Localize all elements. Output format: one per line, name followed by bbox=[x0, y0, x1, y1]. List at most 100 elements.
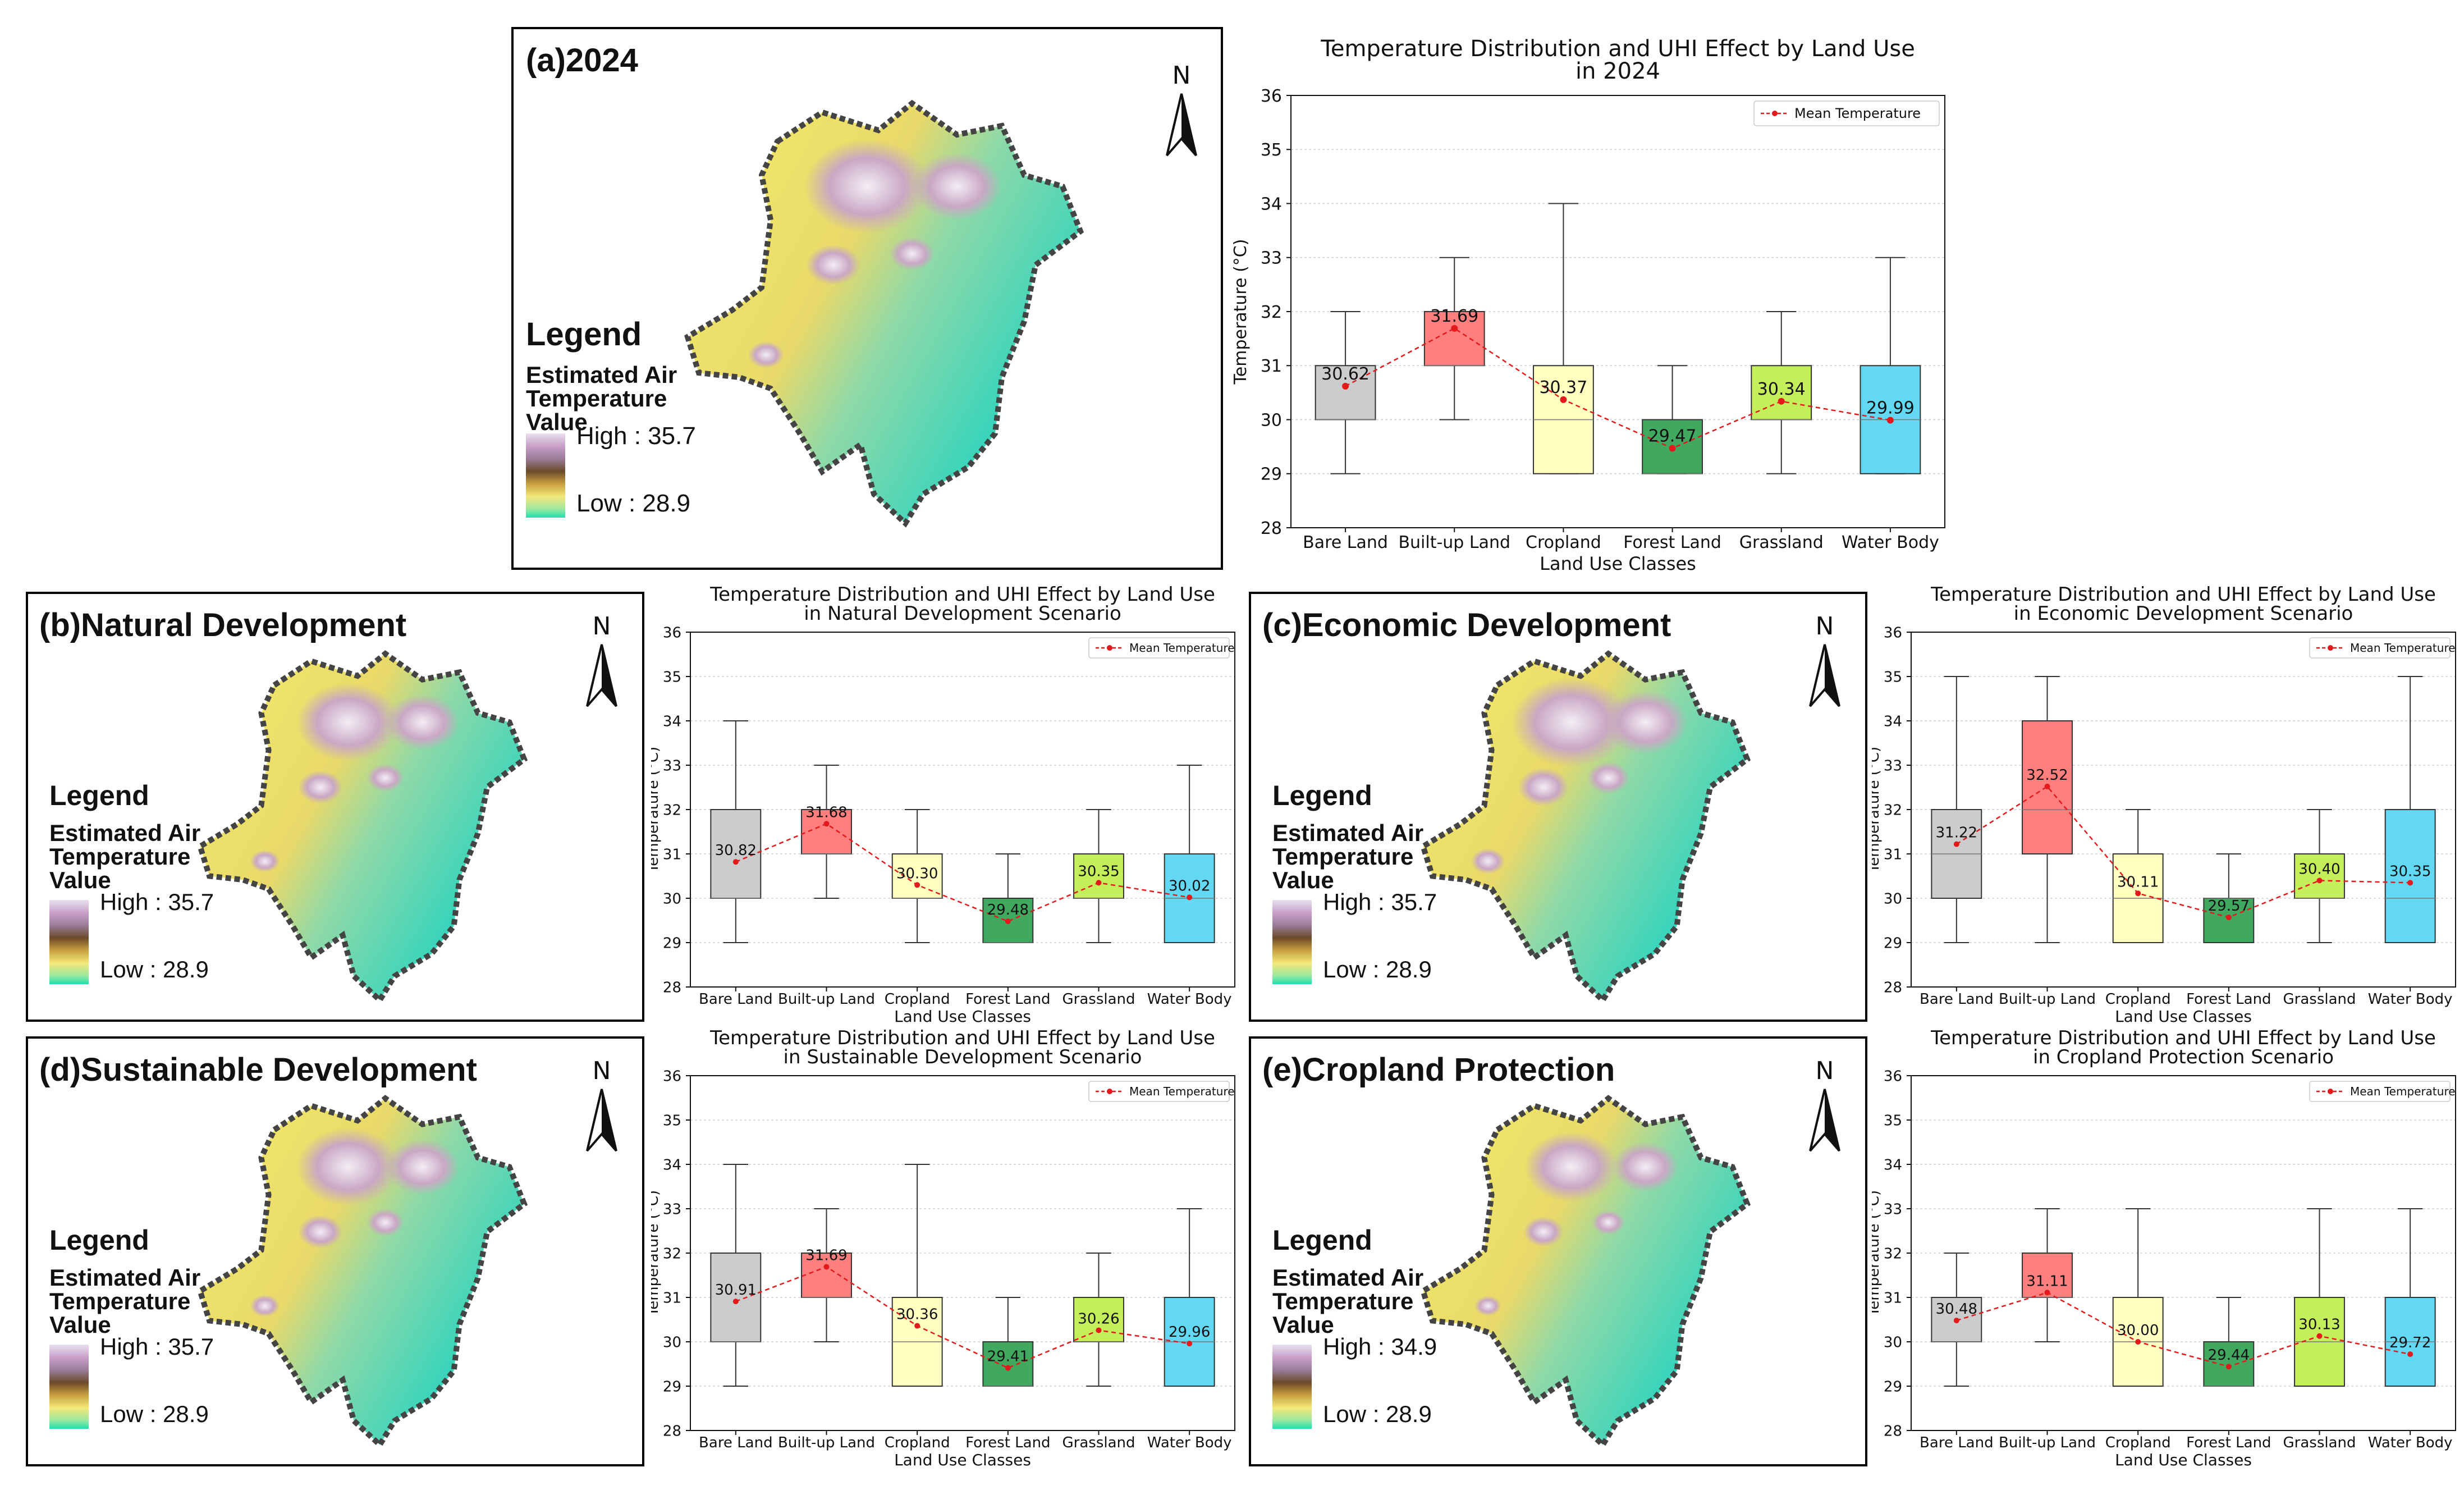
x-tick-label: Water Body bbox=[1842, 533, 1939, 552]
x-tick-label: Grassland bbox=[1062, 1434, 1135, 1451]
x-tick-label: Cropland bbox=[2105, 1434, 2171, 1451]
mean-value-label: 29.72 bbox=[2389, 1334, 2431, 1351]
mean-value-label: 30.26 bbox=[1078, 1310, 1119, 1327]
mean-point bbox=[2225, 1364, 2232, 1370]
legend-high-label: High : 35.7 bbox=[576, 422, 696, 450]
y-tick-label: 34 bbox=[663, 1157, 681, 1173]
y-tick-label: 29 bbox=[663, 935, 681, 952]
box-bare-land bbox=[1315, 365, 1376, 421]
x-tick-label: Bare Land bbox=[699, 991, 773, 1008]
y-tick-label: 29 bbox=[1261, 465, 1282, 485]
mean-value-label: 30.30 bbox=[896, 865, 938, 882]
y-tick-label: 36 bbox=[1884, 624, 1902, 641]
mean-value-label: 29.48 bbox=[987, 902, 1029, 918]
legend-color-ramp bbox=[1272, 1345, 1312, 1429]
north-arrow-fill bbox=[1181, 94, 1196, 156]
y-tick-label: 30 bbox=[663, 890, 681, 907]
plot-frame bbox=[1290, 95, 1945, 528]
box-bare-land bbox=[710, 1253, 762, 1342]
y-tick-label: 31 bbox=[663, 846, 681, 863]
legend-title: Legend bbox=[49, 780, 149, 811]
y-tick-label: 32 bbox=[663, 1245, 681, 1262]
boxplot-cropland: Temperature Distribution and UHI Effect … bbox=[1872, 1027, 2456, 1469]
x-tick-label: Water Body bbox=[2368, 991, 2453, 1008]
chart-title: Temperature Distribution and UHI Effect … bbox=[1320, 36, 1915, 62]
chart-title: Temperature Distribution and UHI Effect … bbox=[1930, 1027, 2436, 1049]
x-tick-label: Water Body bbox=[1147, 991, 1232, 1008]
y-axis-label: Temperature (°C) bbox=[651, 1190, 662, 1317]
mean-temperature-line bbox=[1956, 1291, 2411, 1368]
x-tick-label: Forest Land bbox=[2186, 991, 2271, 1008]
legend-title: Legend bbox=[526, 316, 642, 353]
y-tick-label: 33 bbox=[1884, 757, 1902, 774]
mean-value-label: 30.37 bbox=[1539, 378, 1587, 397]
mean-value-label: 29.41 bbox=[987, 1349, 1029, 1365]
chart-legend bbox=[1088, 637, 1230, 659]
mean-point bbox=[914, 1323, 920, 1329]
temperature-map: N bbox=[684, 61, 1197, 528]
x-tick-label: Bare Land bbox=[1920, 991, 1994, 1008]
box-grassland bbox=[1073, 853, 1124, 899]
mean-value-label: 29.44 bbox=[2208, 1347, 2250, 1364]
boxplot-natural: Temperature Distribution and UHI Effect … bbox=[651, 583, 1235, 1026]
y-tick-label: 28 bbox=[663, 979, 681, 996]
mean-temperature-line bbox=[735, 822, 1190, 922]
y-tick-label: 31 bbox=[1884, 1290, 1902, 1306]
urban-heat-area bbox=[1518, 767, 1569, 807]
mean-value-label: 30.36 bbox=[896, 1306, 938, 1323]
chart-title: Temperature Distribution and UHI Effect … bbox=[709, 583, 1215, 606]
y-tick-label: 28 bbox=[663, 1423, 681, 1439]
mean-point bbox=[1669, 445, 1676, 452]
y-tick-label: 33 bbox=[1884, 1201, 1902, 1218]
urban-heat-area bbox=[1474, 1296, 1501, 1316]
legend-subtitle-line: Temperature bbox=[1272, 843, 1414, 870]
mean-value-label: 29.99 bbox=[1866, 398, 1915, 418]
legend-title: Legend bbox=[1272, 780, 1372, 811]
temperature-map: N bbox=[1419, 612, 1840, 1005]
north-arrow-fill bbox=[1825, 645, 1839, 706]
box-bare-land bbox=[710, 809, 762, 899]
x-tick-label: Water Body bbox=[1147, 1434, 1232, 1451]
y-tick-label: 30 bbox=[1884, 890, 1902, 907]
y-axis-label: Temperature (°C) bbox=[1872, 747, 1883, 873]
chart-title: in Cropland Protection Scenario bbox=[2033, 1046, 2334, 1068]
x-axis-label: Land Use Classes bbox=[2115, 1451, 2252, 1469]
mean-point bbox=[1342, 382, 1349, 390]
y-tick-label: 35 bbox=[663, 669, 681, 685]
y-tick-label: 28 bbox=[1884, 1423, 1902, 1439]
x-tick-label: Grassland bbox=[2283, 991, 2356, 1008]
x-axis-label: Land Use Classes bbox=[894, 1451, 1031, 1469]
legend-subtitle-line: Value bbox=[49, 1311, 111, 1338]
y-tick-label: 34 bbox=[663, 713, 681, 730]
urban-heat-area bbox=[250, 850, 280, 872]
y-tick-label: 32 bbox=[1884, 1245, 1902, 1262]
mean-point bbox=[2316, 1333, 2323, 1339]
legend-low-label: Low : 28.9 bbox=[1323, 956, 1432, 982]
legend-subtitle: Estimated Air Temperature Value bbox=[1272, 821, 1423, 892]
legend-high-label: High : 35.7 bbox=[100, 889, 214, 915]
urban-heat-area bbox=[367, 1208, 404, 1237]
legend-marker bbox=[2328, 1089, 2333, 1094]
y-tick-label: 34 bbox=[1261, 194, 1282, 214]
mean-point bbox=[1560, 396, 1567, 403]
x-tick-label: Bare Land bbox=[1303, 533, 1388, 552]
legend-subtitle: Estimated Air Temperature Value bbox=[526, 363, 677, 434]
x-tick-label: Built-up Land bbox=[1398, 533, 1510, 552]
temperature-map: N bbox=[196, 612, 617, 1005]
legend-low-label: Low : 28.9 bbox=[100, 1401, 209, 1427]
mean-value-label: 31.69 bbox=[805, 1247, 847, 1264]
urban-heat-area bbox=[1587, 762, 1630, 794]
x-tick-label: Bare Land bbox=[1920, 1434, 1994, 1451]
y-tick-label: 33 bbox=[663, 757, 681, 774]
y-tick-label: 28 bbox=[1261, 519, 1282, 538]
box-built-up-land bbox=[1423, 311, 1485, 367]
chart-title: Temperature Distribution and UHI Effect … bbox=[709, 1027, 1215, 1049]
legend-subtitle: Estimated Air Temperature Value bbox=[49, 821, 200, 892]
north-arrow-fill bbox=[602, 645, 616, 706]
urban-heat-area bbox=[1512, 677, 1631, 767]
legend-label: Mean Temperature bbox=[1794, 106, 1921, 121]
legend-high-label: High : 34.9 bbox=[1323, 1333, 1437, 1360]
y-tick-label: 33 bbox=[1261, 249, 1282, 268]
y-tick-label: 36 bbox=[663, 624, 681, 641]
map-panel-sustainable: (d)Sustainable Development N Legend Estimat… bbox=[26, 1036, 644, 1466]
